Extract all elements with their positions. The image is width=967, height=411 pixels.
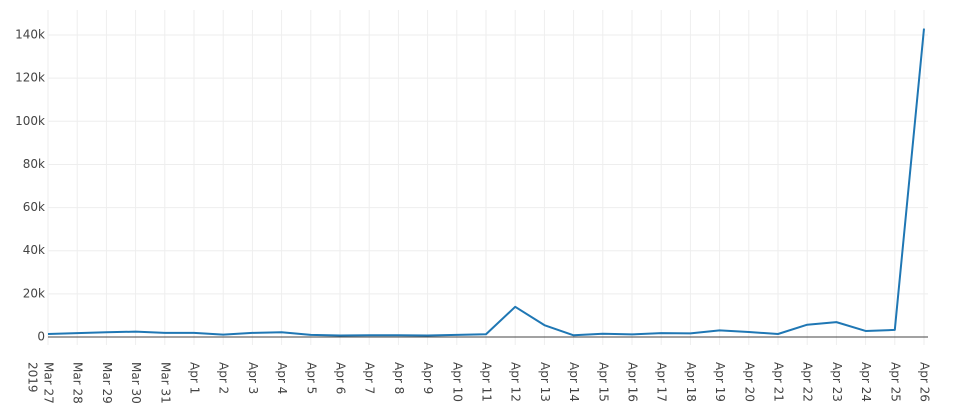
x-tick-label: Apr 19: [713, 362, 727, 402]
x-tick-label: Apr 10: [450, 362, 464, 402]
x-tick-label: Apr 12: [509, 362, 523, 402]
y-tick-label: 60k: [23, 200, 45, 214]
x-tick-label: Apr 5: [304, 362, 318, 394]
line: [47, 28, 925, 337]
x-tick-label: Apr 3: [246, 362, 260, 394]
x-tick-label: Apr 11: [480, 362, 494, 402]
x-year-label: 2019: [26, 362, 40, 393]
x-tick-label: Mar 30: [129, 362, 143, 404]
x-tick-label: Mar 31: [158, 362, 172, 404]
x-tick-label: Apr 15: [596, 362, 610, 402]
y-tick-label: 40k: [23, 243, 45, 257]
x-tick-label: Apr 4: [275, 362, 289, 394]
x-tick-label: Apr 17: [655, 362, 669, 402]
x-tick-label: Apr 2: [217, 362, 231, 394]
x-tick-label: Apr 1: [188, 362, 202, 394]
y-tick-label: 100k: [15, 114, 45, 128]
y-tick-label: 20k: [23, 286, 45, 300]
y-tick-label: 140k: [15, 28, 45, 42]
y-tick-label: 120k: [15, 71, 45, 85]
x-tick-label: Apr 26: [918, 362, 932, 402]
x-tick-label: Mar 28: [71, 362, 85, 404]
x-tick-label: Apr 7: [363, 362, 377, 394]
x-tick-label: Apr 20: [742, 362, 756, 402]
x-tick-label: Mar 29: [100, 362, 114, 404]
x-tick-label: Apr 23: [830, 362, 844, 402]
x-tick-label: Apr 24: [859, 362, 873, 402]
x-tick-label: Apr 21: [772, 362, 786, 402]
x-tick-label: Mar 27: [42, 362, 56, 404]
x-tick-label: Apr 14: [567, 362, 581, 402]
x-tick-label: Apr 6: [334, 362, 348, 394]
x-tick-label: Apr 13: [538, 362, 552, 402]
x-tick-label: Apr 18: [684, 362, 698, 402]
y-tick-label: 80k: [23, 157, 45, 171]
x-tick-label: Apr 9: [421, 362, 435, 394]
x-tick-label: Apr 25: [888, 362, 902, 402]
x-tick-label: Apr 22: [801, 362, 815, 402]
x-tick-label: Apr 16: [626, 362, 640, 402]
y-tick-label: 0: [37, 330, 45, 344]
x-tick-label: Apr 8: [392, 362, 406, 394]
